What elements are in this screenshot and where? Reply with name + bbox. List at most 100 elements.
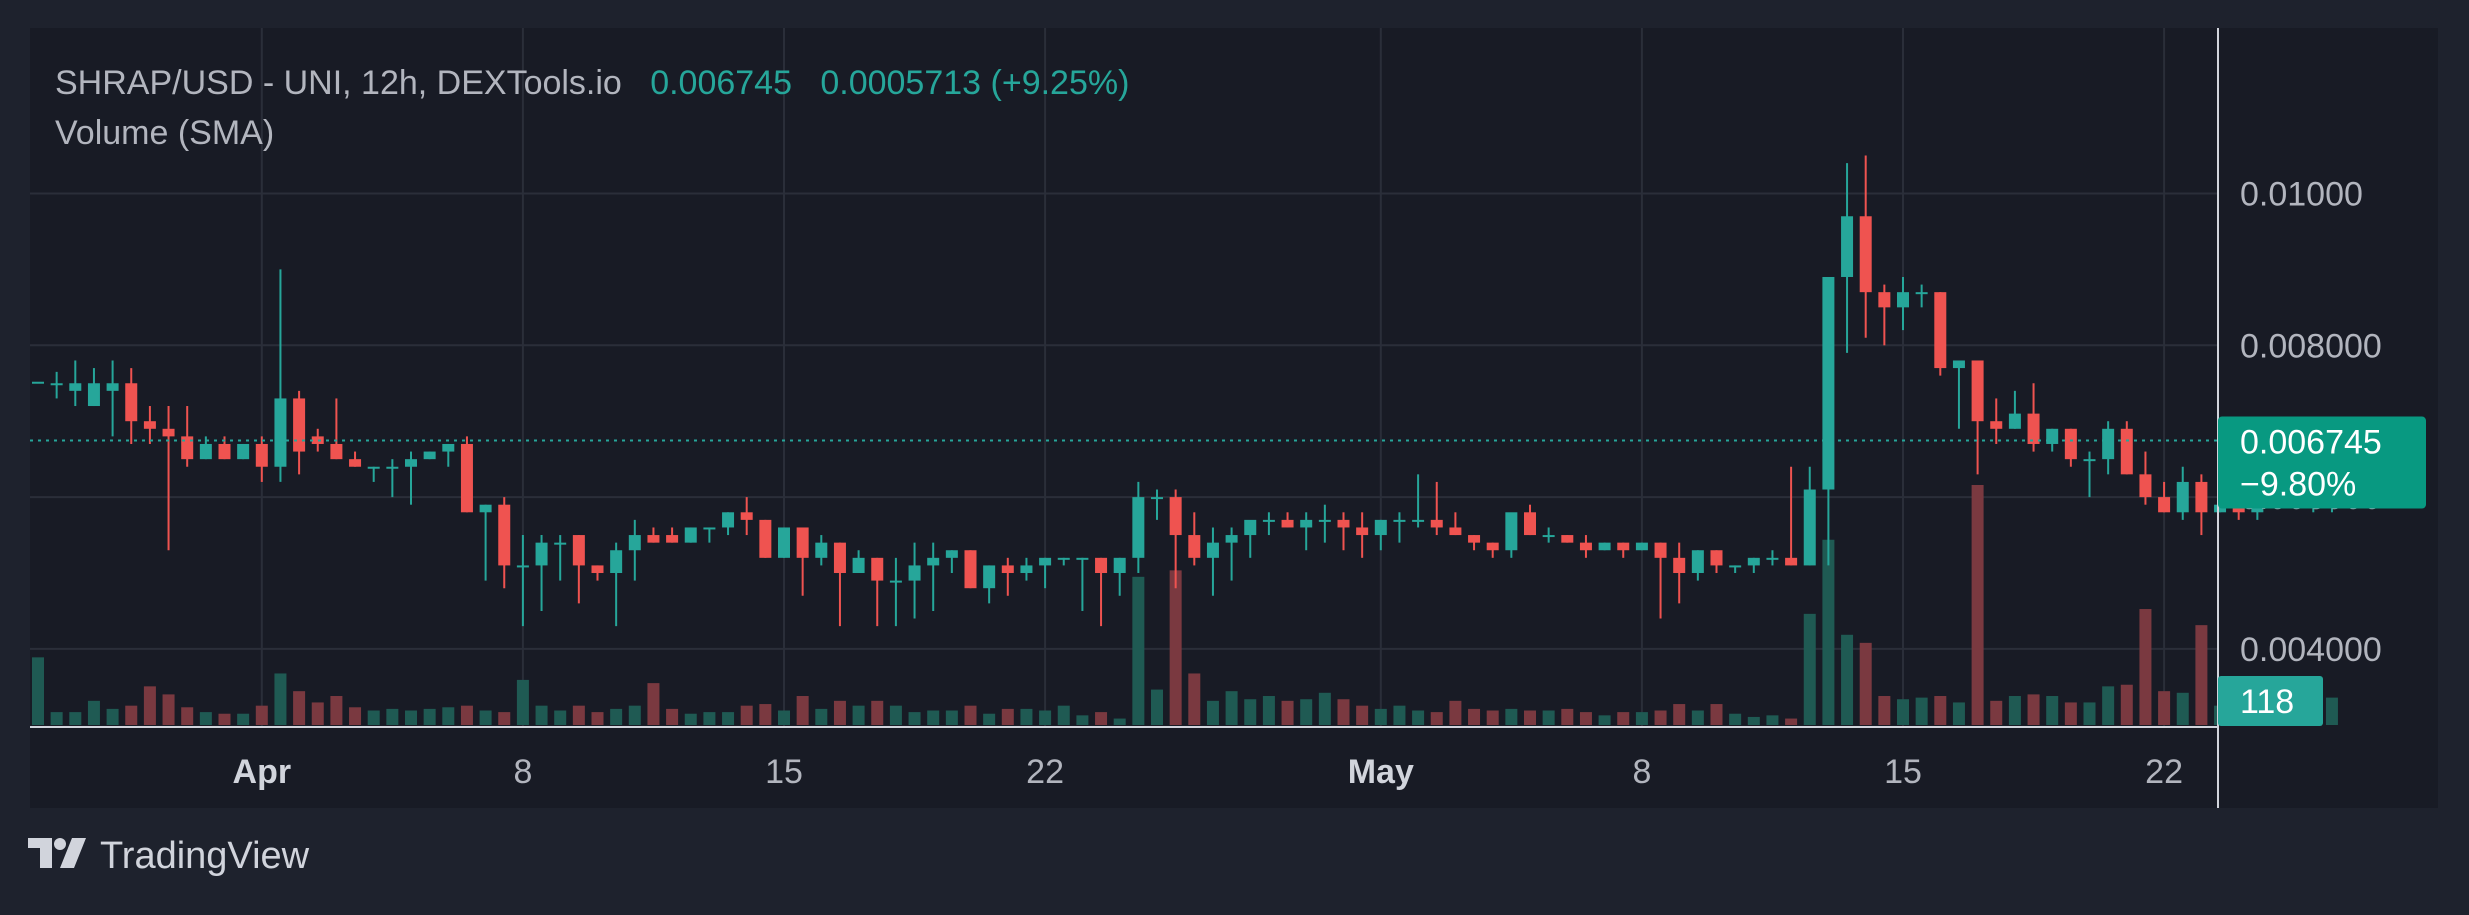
volume-bar	[2195, 625, 2208, 725]
grid-lines	[30, 28, 2218, 727]
volume-bar	[2120, 684, 2133, 725]
volume-bar	[498, 712, 511, 725]
candle-body	[2158, 497, 2171, 513]
candle-body	[1356, 527, 1369, 536]
volume-bar	[1579, 712, 1592, 725]
volume-bar	[1169, 570, 1182, 725]
volume-bar	[181, 707, 194, 725]
candle	[106, 360, 119, 437]
candle	[32, 381, 44, 384]
candle	[162, 406, 175, 551]
candle	[2139, 451, 2152, 505]
volume-bar	[740, 705, 753, 725]
candle-body	[2120, 428, 2133, 475]
candle-body	[740, 512, 753, 520]
volume-bar	[1673, 704, 1686, 725]
volume-bar	[1449, 700, 1462, 725]
volume-bar	[852, 705, 865, 725]
volume-bar	[1729, 713, 1742, 725]
candle	[255, 436, 268, 482]
volume-bar	[889, 705, 902, 725]
candle-body	[889, 580, 902, 583]
candle-body	[1113, 557, 1126, 574]
volume-bar	[554, 710, 567, 725]
volume-bar	[1524, 710, 1536, 725]
volume-bar	[1617, 712, 1630, 725]
candle-body	[1579, 542, 1592, 551]
candle	[181, 406, 194, 467]
volume-legend[interactable]: Volume (SMA)	[55, 114, 275, 152]
volume-bar	[1076, 715, 1089, 725]
candle	[1039, 557, 1052, 589]
candle-body	[32, 381, 44, 384]
candle	[199, 436, 212, 460]
candle	[237, 443, 250, 460]
volume-bar	[1822, 539, 1835, 725]
candle	[2083, 451, 2096, 498]
candle	[2064, 428, 2077, 467]
candle-body	[199, 443, 212, 460]
candle-body	[610, 550, 623, 574]
candle-body	[1468, 535, 1481, 543]
candle-body	[405, 459, 417, 467]
candle	[703, 527, 716, 543]
candle	[1785, 466, 1798, 566]
time-tick-label: Apr	[233, 753, 292, 791]
candle	[1132, 481, 1145, 574]
candle	[311, 428, 324, 452]
candle	[572, 535, 585, 604]
volume-bar	[647, 683, 660, 725]
candle	[330, 398, 343, 460]
brand[interactable]: TradingView	[28, 835, 309, 878]
volume-bar	[199, 712, 212, 725]
volume-bar	[2102, 686, 2115, 725]
brand-name: TradingView	[100, 835, 310, 877]
volume-bar	[684, 713, 697, 725]
volume-bar	[2008, 696, 2021, 725]
candle	[1412, 474, 1425, 528]
candle	[759, 519, 772, 558]
candle-body	[423, 451, 436, 460]
candle-body	[796, 527, 809, 558]
volume-bar	[87, 700, 100, 725]
candle-body	[255, 443, 268, 467]
time-tick-label: May	[1348, 753, 1414, 791]
volume-bar	[1225, 691, 1238, 725]
volume-bar	[479, 710, 492, 725]
candle	[2102, 421, 2115, 475]
candle	[1337, 512, 1350, 551]
candle-body	[460, 443, 473, 513]
volume-bar	[106, 708, 119, 725]
symbol-title[interactable]: SHRAP/USD - UNI, 12h, DEXTools.io	[55, 64, 622, 102]
volume-bar	[50, 712, 63, 725]
volume-bar	[796, 696, 809, 725]
volume-bar	[1859, 642, 1872, 725]
time-tick-label: 15	[1884, 753, 1922, 791]
volume-bar	[2139, 609, 2152, 725]
candle	[2176, 466, 2189, 520]
candle-body	[1132, 497, 1145, 558]
volume-bar	[535, 705, 548, 725]
candle	[889, 557, 902, 627]
candle-body	[479, 504, 492, 513]
candle	[778, 527, 790, 558]
candle-body	[1188, 535, 1201, 558]
volume-bar	[927, 710, 940, 725]
time-axis[interactable]: Apr 8 15 22 May 8 15 22	[233, 753, 2183, 791]
candle-body	[1020, 565, 1033, 574]
candle-body	[1766, 557, 1779, 560]
volume-bar	[1635, 712, 1648, 725]
candle	[1691, 550, 1704, 581]
candle-body	[1524, 512, 1536, 536]
candle	[349, 451, 362, 467]
volume-bar	[1244, 699, 1257, 725]
volume-bar	[1654, 710, 1667, 725]
candle	[1542, 527, 1555, 543]
candle	[1374, 519, 1387, 551]
chart-pane	[30, 28, 2438, 808]
candle-body	[572, 535, 585, 566]
volume-bar	[255, 705, 268, 725]
candle	[1710, 550, 1723, 574]
volume-bar	[2046, 696, 2059, 725]
